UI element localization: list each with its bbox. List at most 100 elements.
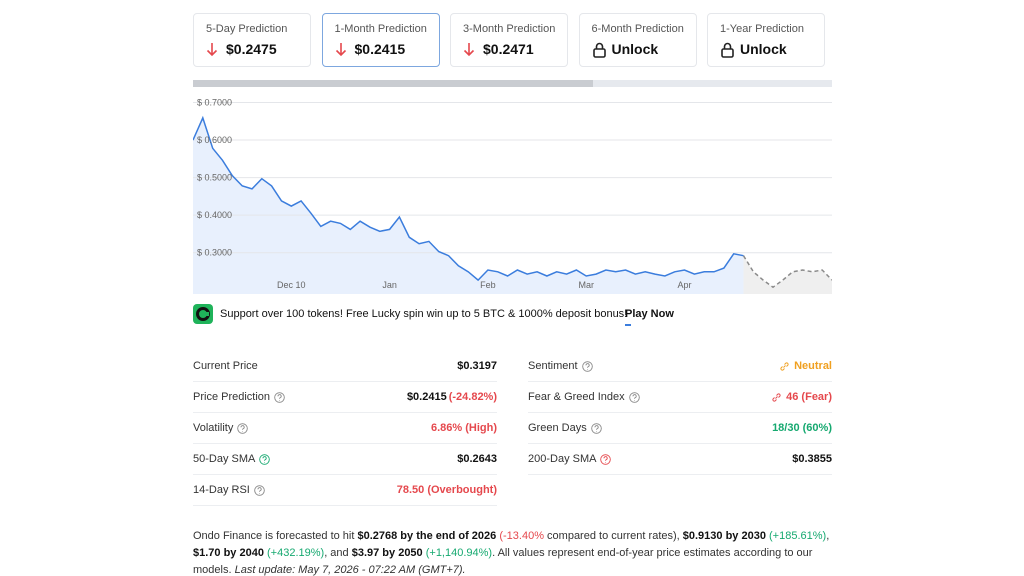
arrow — [463, 43, 475, 57]
price-line — [193, 115, 744, 282]
help-icon[interactable] — [274, 391, 285, 403]
stat-value-group: 78.50 (Overbought) — [397, 484, 497, 496]
stat-label: 14-Day RSI — [193, 484, 250, 496]
tab-value: Unlock — [740, 41, 787, 57]
stat-row: 50-Day SMA $0.2643 — [193, 444, 497, 475]
stat-label-group: 50-Day SMA — [193, 453, 271, 465]
promo-link[interactable]: Play Now — [625, 308, 674, 320]
stat-value: $0.3855 — [792, 453, 832, 465]
link-shape — [772, 392, 781, 402]
help-mark — [594, 424, 599, 431]
x-tick-label: Feb — [480, 280, 496, 290]
stat-value: Neutral — [794, 360, 832, 372]
help-mark — [632, 393, 637, 400]
area-fill — [193, 117, 744, 294]
stat-label-group: Price Prediction — [193, 391, 285, 403]
tab-label: 1-Year Prediction — [720, 23, 804, 35]
help-icon[interactable] — [600, 453, 612, 465]
down-arrow-icon — [206, 43, 218, 57]
stat-label: Sentiment — [528, 360, 578, 372]
summary-segment: $0.2768 by the end of 2026 — [357, 530, 497, 542]
y-tick-label: $ 0.4000 — [197, 210, 232, 220]
stat-row: Fear & Greed Index 46 (Fear) — [528, 382, 832, 413]
summary-segment: $3.97 by 2050 — [351, 547, 423, 559]
help-circle — [581, 360, 593, 372]
help-mark — [604, 455, 609, 462]
help-icon[interactable] — [237, 422, 249, 434]
lock-body — [721, 48, 734, 58]
y-tick-label: $ 0.5000 — [197, 173, 232, 183]
promo-link-underline — [625, 324, 631, 326]
help-circle — [590, 422, 602, 434]
stat-label-group: 200-Day SMA — [528, 453, 612, 465]
stat-label: Volatility — [193, 422, 234, 434]
stat-note: (-24.82%) — [448, 391, 497, 403]
stat-value-group: Neutral — [779, 360, 832, 372]
link-icon — [780, 361, 789, 371]
x-tick-label: Apr — [678, 280, 692, 290]
prediction-tab[interactable]: 1-Year Prediction Unlock — [707, 13, 825, 67]
stat-value-group: $0.3855 — [792, 453, 832, 465]
help-circle — [628, 391, 640, 403]
stat-label-group: Green Days — [528, 422, 602, 434]
stat-label-group: Volatility — [193, 422, 249, 434]
stat-value: $0.2415 — [406, 391, 447, 403]
range-bar-fill — [193, 80, 593, 87]
prediction-tab[interactable]: 3-Month Prediction $0.2471 — [450, 13, 568, 67]
stat-row: 14-Day RSI 78.50 (Overbought) — [193, 475, 497, 506]
x-tick-label: Mar — [578, 280, 594, 290]
link-icon — [772, 392, 781, 402]
tab-label: 1-Month Prediction — [334, 23, 427, 35]
help-icon[interactable] — [628, 391, 640, 403]
x-tick-label: Jan — [382, 280, 397, 290]
stat-value: 78.50 (Overbought) — [396, 484, 497, 496]
stat-value: $0.3197 — [457, 360, 497, 372]
lock-icon — [721, 42, 734, 58]
stat-value-group: 46 (Fear) — [771, 391, 832, 403]
promo-text: Support over 100 tokens! Free Lucky spin… — [220, 308, 628, 320]
prediction-tab[interactable]: 1-Month Prediction $0.2415 — [321, 13, 440, 67]
tab-value: Unlock — [611, 41, 659, 57]
summary-segment: compared to current rates), — [543, 530, 683, 542]
x-tick-label: Dec 10 — [277, 280, 306, 290]
help-mark — [240, 424, 245, 431]
y-tick-label: $ 0.6000 — [197, 135, 232, 145]
lock-icon — [592, 42, 606, 58]
down-arrow-icon — [463, 43, 475, 57]
tab-value: $0.2415 — [354, 41, 406, 57]
stat-row: Price Prediction $0.2415 (-24.82%) — [193, 382, 497, 413]
stat-row: 200-Day SMA $0.3855 — [528, 444, 832, 475]
tab-value: $0.2471 — [483, 41, 534, 57]
y-tick-label: $ 0.3000 — [197, 248, 232, 258]
stat-value-group: $0.2415 (-24.82%) — [407, 391, 497, 403]
stat-label: Current Price — [193, 360, 258, 372]
stat-label: Green Days — [528, 422, 587, 434]
stat-label: Fear & Greed Index — [528, 391, 625, 403]
help-icon[interactable] — [259, 453, 271, 465]
help-mark — [277, 393, 282, 400]
stat-value: 6.86% (High) — [430, 422, 497, 434]
stats-right: Sentiment Neutral Fear & Greed Index 46 (Fe… — [528, 351, 832, 475]
stat-value: 18/30 (60%) — [772, 422, 832, 434]
lock-shackle — [595, 42, 603, 49]
stat-label-group: Sentiment — [528, 360, 593, 372]
help-icon[interactable] — [581, 360, 593, 372]
tab-value: $0.2475 — [226, 41, 277, 57]
stat-label-group: 14-Day RSI — [193, 484, 265, 496]
stat-value: 46 (Fear) — [786, 391, 832, 403]
area-fill — [743, 255, 832, 294]
help-icon[interactable] — [590, 422, 602, 434]
stat-row: Current Price $0.3197 — [193, 351, 497, 382]
help-icon[interactable] — [254, 484, 265, 496]
summary-segment: $0.9130 by 2030 — [682, 530, 766, 542]
lock-shackle — [723, 42, 732, 49]
help-circle — [600, 453, 612, 465]
summary-segment: Last update: May 7, 2026 - 07:22 AM (GMT… — [234, 564, 466, 576]
stat-label-group: Current Price — [193, 360, 258, 372]
help-mark — [262, 455, 267, 462]
help-mark — [257, 486, 262, 493]
prediction-tab[interactable]: 6-Month Prediction Unlock — [578, 13, 697, 67]
summary-segment: $1.70 by 2040 — [193, 547, 264, 559]
prediction-tab[interactable]: 5-Day Prediction $0.2475 — [193, 13, 311, 67]
